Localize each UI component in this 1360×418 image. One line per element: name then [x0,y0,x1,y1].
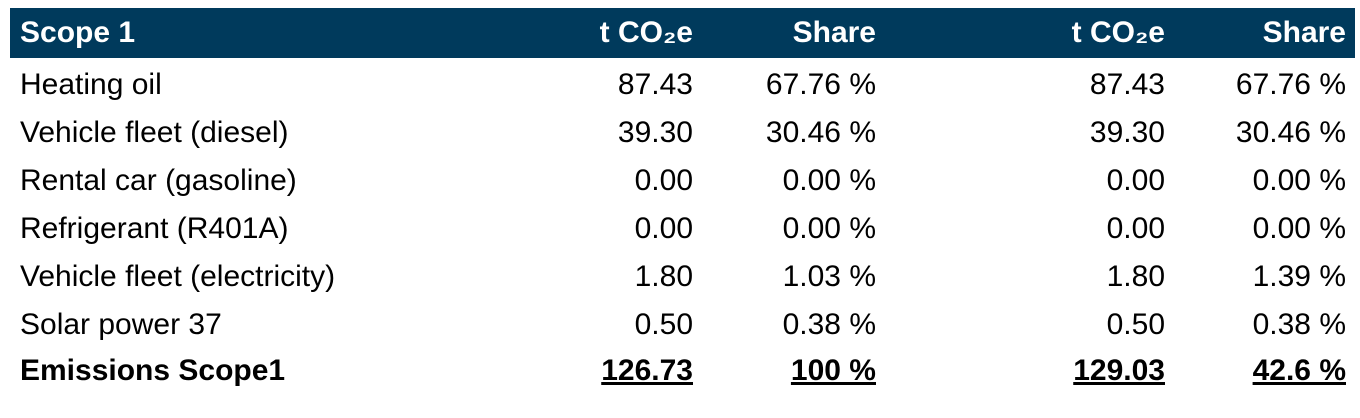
cell: 67.76 % [1165,58,1355,106]
cell-text: 0.00 % [1252,212,1346,245]
cell: 42.6 % [1165,346,1355,390]
data-row: Vehicle fleet (electricity) 1.80 1.03 % 1.8… [10,250,1355,298]
cell-text: 0.00 % [782,212,876,245]
cell-text: 0.00 [1106,164,1165,197]
row-label: Refrigerant (R401A) [10,202,370,250]
row-label: Rental car (gasoline) [10,154,370,202]
cell: 0.50 [370,298,693,346]
cell: 0.00 % [693,154,876,202]
cell-text: 67.76 % [1235,68,1346,101]
cell-text: 39.30 [1089,116,1165,149]
cell-text: 0.00 % [1252,164,1346,197]
cell: 0.00 [370,202,693,250]
cell: 0.00 [876,202,1165,250]
cell-text: 0.00 [1106,212,1165,245]
cell-text: 100 % [790,354,876,387]
cell-text: 1.39 % [1252,260,1346,293]
total-row: Emissions Scope1 126.73 100 % 129.03 42.6 % [10,346,1355,390]
cell-text: 87.43 [1089,68,1165,101]
cell-text: 1.80 [1106,260,1165,293]
cell-text: Share [1262,16,1346,49]
cell-text: t CO₂e [1071,16,1165,49]
cell-text: 67.76 % [765,68,876,101]
row-label: Solar power 37 [10,298,370,346]
label-text: Solar power 37 [20,308,222,341]
label-text: Emissions Scope1 [20,354,286,387]
label-text: Rental car (gasoline) [20,164,297,197]
cell-text: 1.03 % [782,260,876,293]
cell: 0.38 % [693,298,876,346]
cell-text: 30.46 % [765,116,876,149]
cell: 1.39 % [1165,250,1355,298]
cell: 0.00 % [1165,154,1355,202]
data-row: Rental car (gasoline) 0.00 0.00 % 0.00 0.00 … [10,154,1355,202]
header-row: Scope 1 t CO₂e Share t CO₂e Share [10,8,1355,58]
cell: 1.03 % [693,250,876,298]
cell: 0.50 [876,298,1165,346]
data-row: Vehicle fleet (diesel) 39.30 30.46 % 39.30 3… [10,106,1355,154]
cell: 39.30 [370,106,693,154]
cell: Share [1165,8,1355,58]
cell-text: 0.38 % [1252,308,1346,341]
cell: 0.00 % [693,202,876,250]
cell: 100 % [693,346,876,390]
cell: 129.03 [876,346,1165,390]
cell-text: 0.50 [634,308,693,341]
label-text: Refrigerant (R401A) [20,212,289,245]
cell-text: Share [792,16,876,49]
cell-text: 87.43 [617,68,693,101]
cell: 126.73 [370,346,693,390]
label-text: Scope 1 [20,16,136,49]
label-text: Heating oil [20,68,162,101]
cell-text: 126.73 [601,354,693,387]
cell-text: 129.03 [1073,354,1165,387]
cell: 1.80 [876,250,1165,298]
cell: 0.00 [876,154,1165,202]
cell: 0.00 [370,154,693,202]
cell: t CO₂e [876,8,1165,58]
data-row: Heating oil 87.43 67.76 % 87.43 67.76 % [10,58,1355,106]
cell-text: 0.50 [1106,308,1165,341]
cell-text: 1.80 [634,260,693,293]
cell: 30.46 % [693,106,876,154]
row-label: Emissions Scope1 [10,346,370,390]
cell: 39.30 [876,106,1165,154]
label-text: Vehicle fleet (electricity) [20,260,336,293]
row-label: Vehicle fleet (diesel) [10,106,370,154]
cell-text: 0.00 [634,164,693,197]
cell-text: t CO₂e [599,16,693,49]
cell: 1.80 [370,250,693,298]
row-label: Vehicle fleet (electricity) [10,250,370,298]
row-label: Heating oil [10,58,370,106]
data-row: Solar power 37 0.50 0.38 % 0.50 0.38 % [10,298,1355,346]
cell: Share [693,8,876,58]
cell-text: 0.38 % [782,308,876,341]
row-label: Scope 1 [10,8,370,58]
cell-text: 0.00 % [782,164,876,197]
data-row: Refrigerant (R401A) 0.00 0.00 % 0.00 0.00 % [10,202,1355,250]
table-body: Scope 1 t CO₂e Share t CO₂e Share Heating oil… [10,8,1355,390]
cell: 30.46 % [1165,106,1355,154]
cell: t CO₂e [370,8,693,58]
cell-text: 39.30 [617,116,693,149]
cell-text: 42.6 % [1252,354,1346,387]
cell: 87.43 [370,58,693,106]
cell-text: 30.46 % [1235,116,1346,149]
scope-table: Scope 1 t CO₂e Share t CO₂e Share Heating oil… [10,8,1355,390]
cell-text: 0.00 [634,212,693,245]
label-text: Vehicle fleet (diesel) [20,116,289,149]
cell: 0.00 % [1165,202,1355,250]
cell: 87.43 [876,58,1165,106]
cell: 67.76 % [693,58,876,106]
cell: 0.38 % [1165,298,1355,346]
